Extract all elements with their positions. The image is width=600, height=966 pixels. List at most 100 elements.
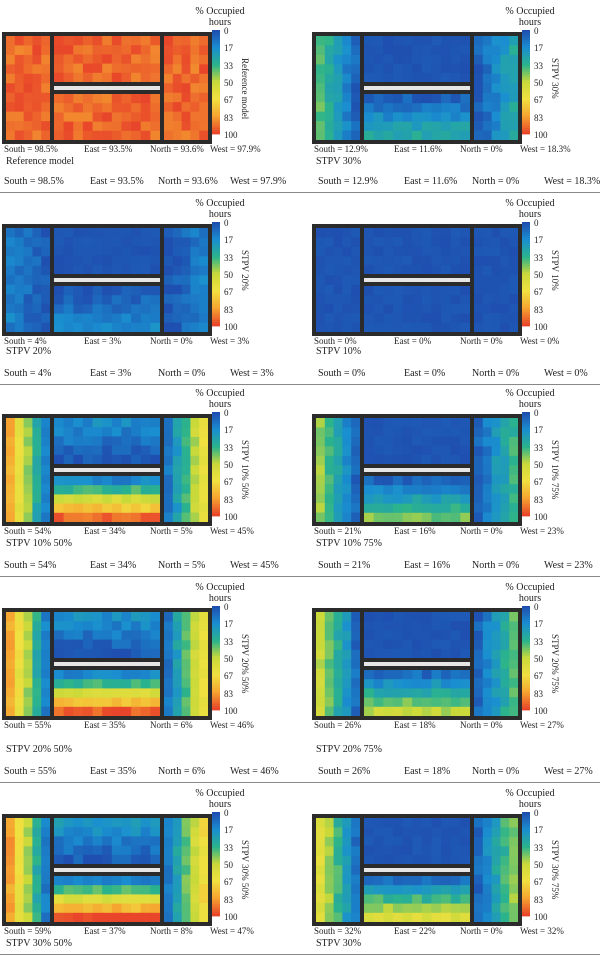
- heatmap-cell: [342, 687, 352, 698]
- heatmap-cell: [92, 72, 103, 83]
- heatmap-cell: [351, 668, 361, 679]
- heatmap-cell: [333, 706, 343, 717]
- heatmap-cell: [190, 36, 200, 46]
- heatmap-cell: [509, 313, 519, 324]
- heatmap-cell: [373, 112, 384, 123]
- colorbar-title-line: hours: [208, 209, 232, 220]
- heatmap-cell: [14, 465, 25, 476]
- heatmap-cell: [190, 111, 200, 122]
- heatmap-cell: [491, 64, 501, 75]
- heatmap-cell: [482, 612, 493, 622]
- heatmap-cell: [121, 228, 132, 238]
- section-divider: [0, 782, 600, 783]
- heatmap-cell: [402, 103, 413, 113]
- heatmap-cell: [316, 827, 326, 838]
- heatmap-cell: [383, 894, 394, 905]
- heatmap-cell: [32, 265, 42, 276]
- heatmap-cell: [373, 237, 384, 247]
- heatmap-cell: [140, 885, 151, 895]
- heatmap-cell: [32, 484, 42, 495]
- heatmap-cell: [509, 893, 519, 904]
- heatmap-cell: [181, 130, 191, 141]
- heatmap-cell: [491, 697, 501, 708]
- heatmap-cell: [73, 436, 84, 447]
- heatmap-cell: [32, 465, 42, 476]
- heatmap-cell: [383, 228, 394, 238]
- heatmap-cell: [441, 54, 452, 65]
- heatmap-cell: [364, 688, 375, 699]
- heatmap-cell: [460, 697, 471, 708]
- heatmap-cell: [190, 418, 200, 428]
- heatmap-cell: [190, 678, 200, 689]
- heatmap-cell: [172, 855, 183, 866]
- heatmap-cell: [14, 303, 25, 314]
- heatmap-cell: [150, 304, 161, 315]
- heatmap-cell: [364, 72, 375, 83]
- panel-caption: STPV 20%: [6, 346, 52, 357]
- heatmap-cell: [431, 679, 442, 689]
- south-value-label: South = 98.5%: [4, 144, 58, 154]
- heatmap-cell: [164, 649, 174, 660]
- heatmap-cell: [23, 912, 33, 923]
- colorbar-tick-label: 100: [224, 912, 238, 922]
- floorplan-svg: [2, 412, 220, 526]
- colorbar-tick-label: 33: [534, 636, 543, 647]
- heatmap-cell: [373, 512, 384, 523]
- heatmap-cell: [441, 512, 452, 523]
- heatmap-cell: [491, 121, 501, 132]
- heatmap-cell: [491, 237, 501, 248]
- heatmap-cell: [500, 111, 510, 122]
- heatmap-cell: [342, 912, 352, 923]
- heatmap-cell: [82, 485, 94, 495]
- heatmap-cell: [491, 465, 501, 476]
- heatmap-cell: [509, 121, 519, 132]
- heatmap-cell: [23, 246, 33, 257]
- heatmap-cell: [121, 912, 132, 923]
- heatmap-cell: [172, 436, 183, 447]
- heatmap-cell: [351, 649, 361, 660]
- colorbar-title-line: hours: [208, 17, 232, 28]
- heatmap-cell: [500, 54, 510, 65]
- heatmap-cell: [324, 92, 335, 103]
- heatmap-cell: [14, 640, 25, 651]
- heatmap-cell: [181, 630, 191, 641]
- heatmap-cell: [102, 246, 113, 257]
- heatmap-cell: [450, 621, 461, 631]
- heatmap-cell: [199, 649, 209, 660]
- heatmap-cell: [199, 265, 209, 276]
- heatmap-cell: [172, 903, 183, 914]
- heatmap-cell: [460, 836, 471, 847]
- heatmap-cell: [364, 818, 375, 828]
- heatmap-cell: [342, 649, 352, 660]
- heatmap-cell: [140, 639, 151, 650]
- heatmap-cell: [364, 485, 375, 495]
- colorbar-tick-label: 50: [224, 654, 233, 664]
- heatmap-cell: [190, 256, 200, 267]
- heatmap-cell: [199, 846, 209, 857]
- heatmap-cell: [6, 687, 16, 698]
- heatmap-cell: [482, 418, 493, 428]
- heatmap-cell: [140, 295, 151, 305]
- heatmap-cell: [172, 836, 183, 847]
- heatmap-cell: [482, 256, 493, 267]
- heatmap-cell: [41, 102, 51, 113]
- heatmap-cell: [199, 659, 209, 670]
- colorbar-tick-label: 17: [224, 825, 233, 836]
- heatmap-cell: [6, 818, 16, 828]
- heatmap-cell: [500, 865, 510, 876]
- heatmap-cell: [199, 436, 209, 447]
- heatmap-cell: [431, 630, 442, 641]
- heatmap-cell: [199, 827, 209, 838]
- heatmap-cell: [450, 894, 461, 905]
- colorbar-tick-label: 67: [534, 877, 543, 888]
- heatmap-cell: [491, 640, 501, 651]
- heatmap-cell: [383, 418, 394, 428]
- heatmap-cell: [140, 246, 151, 257]
- heatmap-cell: [131, 54, 142, 65]
- north-value-label: North = 0%: [460, 526, 503, 536]
- heatmap-cell: [82, 621, 94, 631]
- heatmap-cell: [82, 322, 94, 333]
- heatmap-cell: [32, 630, 42, 641]
- heatmap-cell: [164, 111, 174, 122]
- heatmap-cell: [421, 54, 432, 65]
